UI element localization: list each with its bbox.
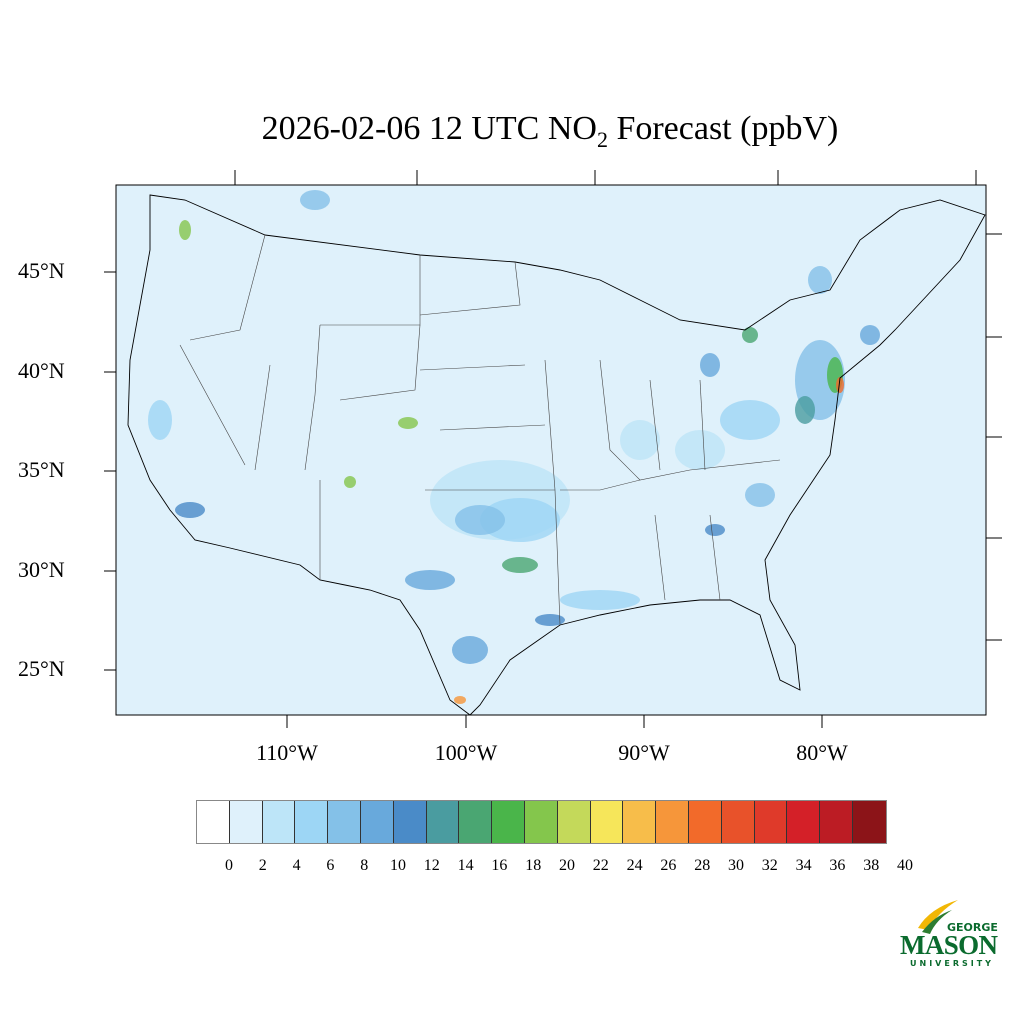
us-outline [127,194,986,716]
colorbar-swatch [852,801,886,843]
svg-text:MASON: MASON [900,930,999,960]
colorbar-label: 14 [457,857,474,874]
concentration-blob [502,557,538,573]
lat-label-40: 40°N [18,358,65,383]
colorbar-label: 22 [592,857,609,874]
concentration-blob [148,400,172,440]
colorbar-label: 0 [225,857,233,874]
concentration-blob [175,502,205,518]
colorbar-swatch [820,801,853,843]
colorbar-label: 24 [626,857,643,874]
concentration-blob [300,190,330,210]
concentration-blob [836,377,844,393]
colorbar-label: 16 [491,857,508,874]
svg-text:GEORGE: GEORGE [947,921,998,934]
map-title: 2026-02-06 12 UTC NO2 Forecast (ppbV) [0,110,1024,153]
title-subscript: 2 [596,126,608,152]
concentration-field [148,190,880,704]
lat-label-30: 30°N [18,557,65,582]
concentration-blob [620,420,660,460]
axis-ticks [104,170,1002,728]
concentration-blob [720,400,780,440]
concentration-blob [398,417,418,429]
lat-label-35: 35°N [18,457,65,482]
concentration-blob [454,696,466,704]
colorbar-swatch [229,801,263,843]
lon-label-110: 110°W [256,740,318,765]
colorbar-swatch [688,801,722,843]
colorbar-label: 26 [660,857,677,874]
concentration-blob [455,505,505,535]
colorbar-label: 4 [292,857,301,874]
colorbar-label: 20 [559,857,575,874]
concentration-blob [344,476,356,488]
colorbar-swatch [623,801,657,843]
lat-label-45: 45°N [18,258,65,283]
colorbar-swatch [721,801,755,843]
colorbar-swatch [262,801,296,843]
colorbar-swatch [524,801,558,843]
concentration-blob [860,325,880,345]
concentration-blob [535,614,565,626]
george-mason-logo: GEORGE MASON UNIVERSITY [900,900,999,968]
concentration-blob [742,327,758,343]
svg-text:UNIVERSITY: UNIVERSITY [910,959,994,968]
colorbar-swatch [787,801,821,843]
concentration-blob [560,590,640,610]
colorbar-label: 10 [390,857,406,874]
colorbar-label: 36 [829,857,846,874]
title-text: 2026-02-06 12 UTC NO [261,110,597,147]
colorbar-swatch [426,801,460,843]
colorbar-swatch [492,801,525,843]
concentration-blob [480,498,560,542]
concentration-blob [795,396,815,424]
concentration-blob [808,266,832,294]
lon-label-80: 80°W [796,740,848,765]
lat-label-25: 25°N [18,656,65,681]
concentration-blob [405,570,455,590]
colorbar-swatch [459,801,493,843]
colorbar-swatch [590,801,624,843]
colorbar-label: 8 [360,857,369,874]
colorbar-label: 32 [761,857,778,874]
colorbar-swatch [393,801,427,843]
lon-label-100: 100°W [434,740,498,765]
colorbar-swatch [197,801,230,843]
colorbar-label: 18 [525,857,542,874]
colorbar-label: 30 [728,857,744,874]
colorbar-swatch [360,801,394,843]
colorbar-label: 12 [423,857,440,874]
colorbar-swatch [328,801,361,843]
colorbar [196,800,887,844]
title-suffix: Forecast (ppbV) [607,110,839,147]
concentration-blob [700,353,720,377]
map-frame [115,184,987,716]
concentration-blob [745,483,775,507]
state-borders [179,234,781,626]
map-background [116,185,986,715]
concentration-blob [705,524,725,536]
colorbar-swatch [557,801,591,843]
lon-label-90: 90°W [618,740,670,765]
colorbar-swatch [656,801,689,843]
colorbar-swatch [295,801,329,843]
concentration-blob [179,220,191,240]
colorbar-label: 2 [258,857,267,874]
colorbar-label: 28 [694,857,711,874]
colorbar-label: 38 [863,857,880,874]
colorbar-label: 34 [795,857,812,874]
colorbar-label: 6 [326,857,335,874]
colorbar-label: 40 [897,857,913,874]
colorbar-swatch [754,801,788,843]
concentration-blob [675,430,725,470]
concentration-blob [452,636,488,664]
